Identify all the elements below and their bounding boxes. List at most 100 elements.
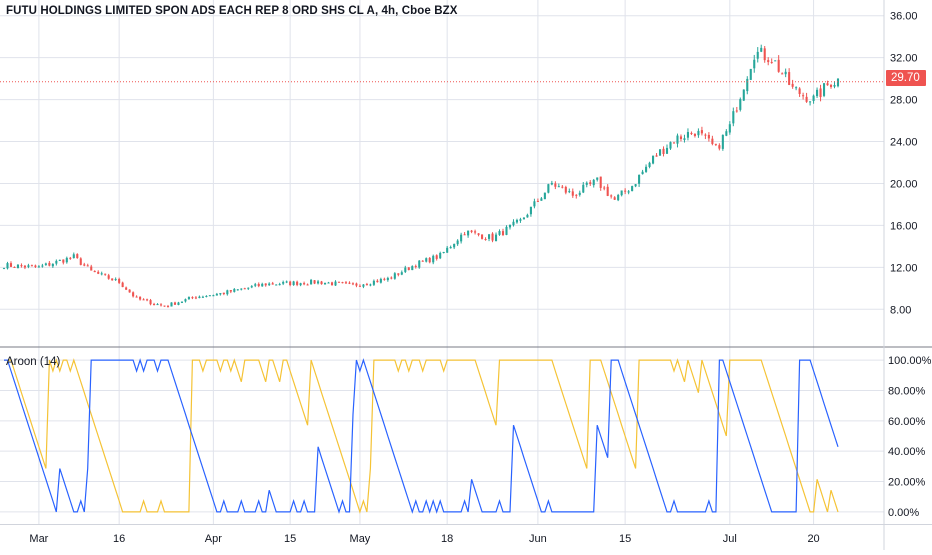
candle	[163, 305, 166, 307]
candle-body	[686, 132, 689, 138]
candle	[372, 279, 375, 286]
candle	[51, 263, 54, 268]
candles	[2, 44, 840, 308]
candle	[746, 76, 749, 95]
candle-body	[285, 281, 288, 283]
candle	[627, 189, 630, 195]
candle	[13, 266, 16, 268]
candle	[139, 296, 142, 301]
candle-body	[351, 283, 355, 285]
candle	[697, 128, 700, 138]
candle-body	[400, 272, 403, 275]
candle-body	[707, 134, 710, 139]
candle	[317, 279, 320, 285]
candle-body	[519, 219, 522, 221]
candle	[515, 218, 519, 224]
time-axis-label: 16	[113, 533, 125, 545]
candle	[467, 230, 470, 238]
candle	[41, 263, 44, 268]
candle-body	[725, 131, 728, 136]
candle	[554, 181, 557, 190]
candle-body	[100, 273, 103, 275]
candle	[676, 133, 679, 148]
candle	[229, 289, 232, 294]
candle-body	[166, 306, 170, 308]
candle-body	[439, 252, 442, 259]
candle	[529, 206, 532, 217]
candle	[578, 190, 581, 197]
candle-body	[386, 277, 389, 281]
candle-body	[79, 258, 82, 265]
candle	[205, 295, 208, 298]
candle	[522, 217, 525, 220]
candle-body	[481, 234, 484, 239]
candle-body	[610, 195, 613, 197]
candle-body	[191, 297, 194, 299]
candle-body	[6, 263, 9, 269]
candle	[756, 47, 759, 63]
candle	[159, 303, 163, 307]
candle	[390, 276, 393, 280]
candle-body	[414, 266, 417, 268]
candle	[613, 196, 616, 201]
candle	[296, 280, 299, 287]
candle	[655, 153, 658, 157]
candle-body	[121, 282, 124, 288]
candle-body	[512, 221, 515, 226]
candle-body	[233, 289, 236, 292]
candle-body	[836, 78, 840, 87]
chart-title: FUTU HOLDINGS LIMITED SPON ADS EACH REP …	[6, 5, 458, 17]
candle	[561, 184, 564, 189]
candle-body	[261, 283, 264, 287]
candle-body	[812, 95, 815, 101]
candle	[418, 260, 421, 269]
candle-body	[529, 206, 532, 215]
candle-body	[55, 260, 58, 264]
candle-body	[358, 285, 361, 287]
candle	[725, 129, 728, 137]
candle-body	[247, 287, 250, 289]
candle-body	[739, 99, 742, 110]
candle	[344, 281, 348, 285]
candle-body	[201, 296, 204, 298]
candle	[268, 282, 271, 286]
indicator-title: Aroon (14)	[6, 356, 61, 368]
candle	[83, 262, 86, 267]
candle	[652, 155, 655, 165]
candle	[135, 295, 138, 298]
candle	[264, 283, 267, 287]
candle	[404, 265, 407, 274]
candle	[760, 44, 763, 53]
candle	[146, 298, 149, 302]
candle-body	[86, 265, 89, 267]
candle	[700, 126, 703, 136]
candle-body	[153, 304, 156, 306]
candle	[763, 45, 766, 63]
candle-body	[337, 281, 341, 283]
candle-body	[652, 155, 655, 164]
candle-body	[477, 233, 480, 235]
candle-body	[624, 190, 627, 192]
candle-body	[557, 186, 560, 188]
candle	[320, 280, 323, 285]
candle	[93, 270, 96, 273]
candle	[149, 298, 152, 306]
candle-body	[781, 73, 784, 75]
candle	[592, 178, 595, 188]
candle-body	[655, 155, 658, 157]
candle-body	[16, 264, 20, 269]
candle	[62, 259, 65, 265]
candle	[819, 84, 822, 102]
candle-body	[97, 271, 100, 274]
candle	[672, 141, 676, 144]
candle-body	[561, 186, 564, 188]
candle-body	[418, 260, 421, 268]
candle-body	[711, 138, 714, 144]
candle	[620, 190, 623, 197]
candle	[37, 265, 40, 268]
candle-body	[41, 265, 44, 267]
candle-body	[432, 255, 435, 263]
candle-body	[585, 182, 588, 185]
